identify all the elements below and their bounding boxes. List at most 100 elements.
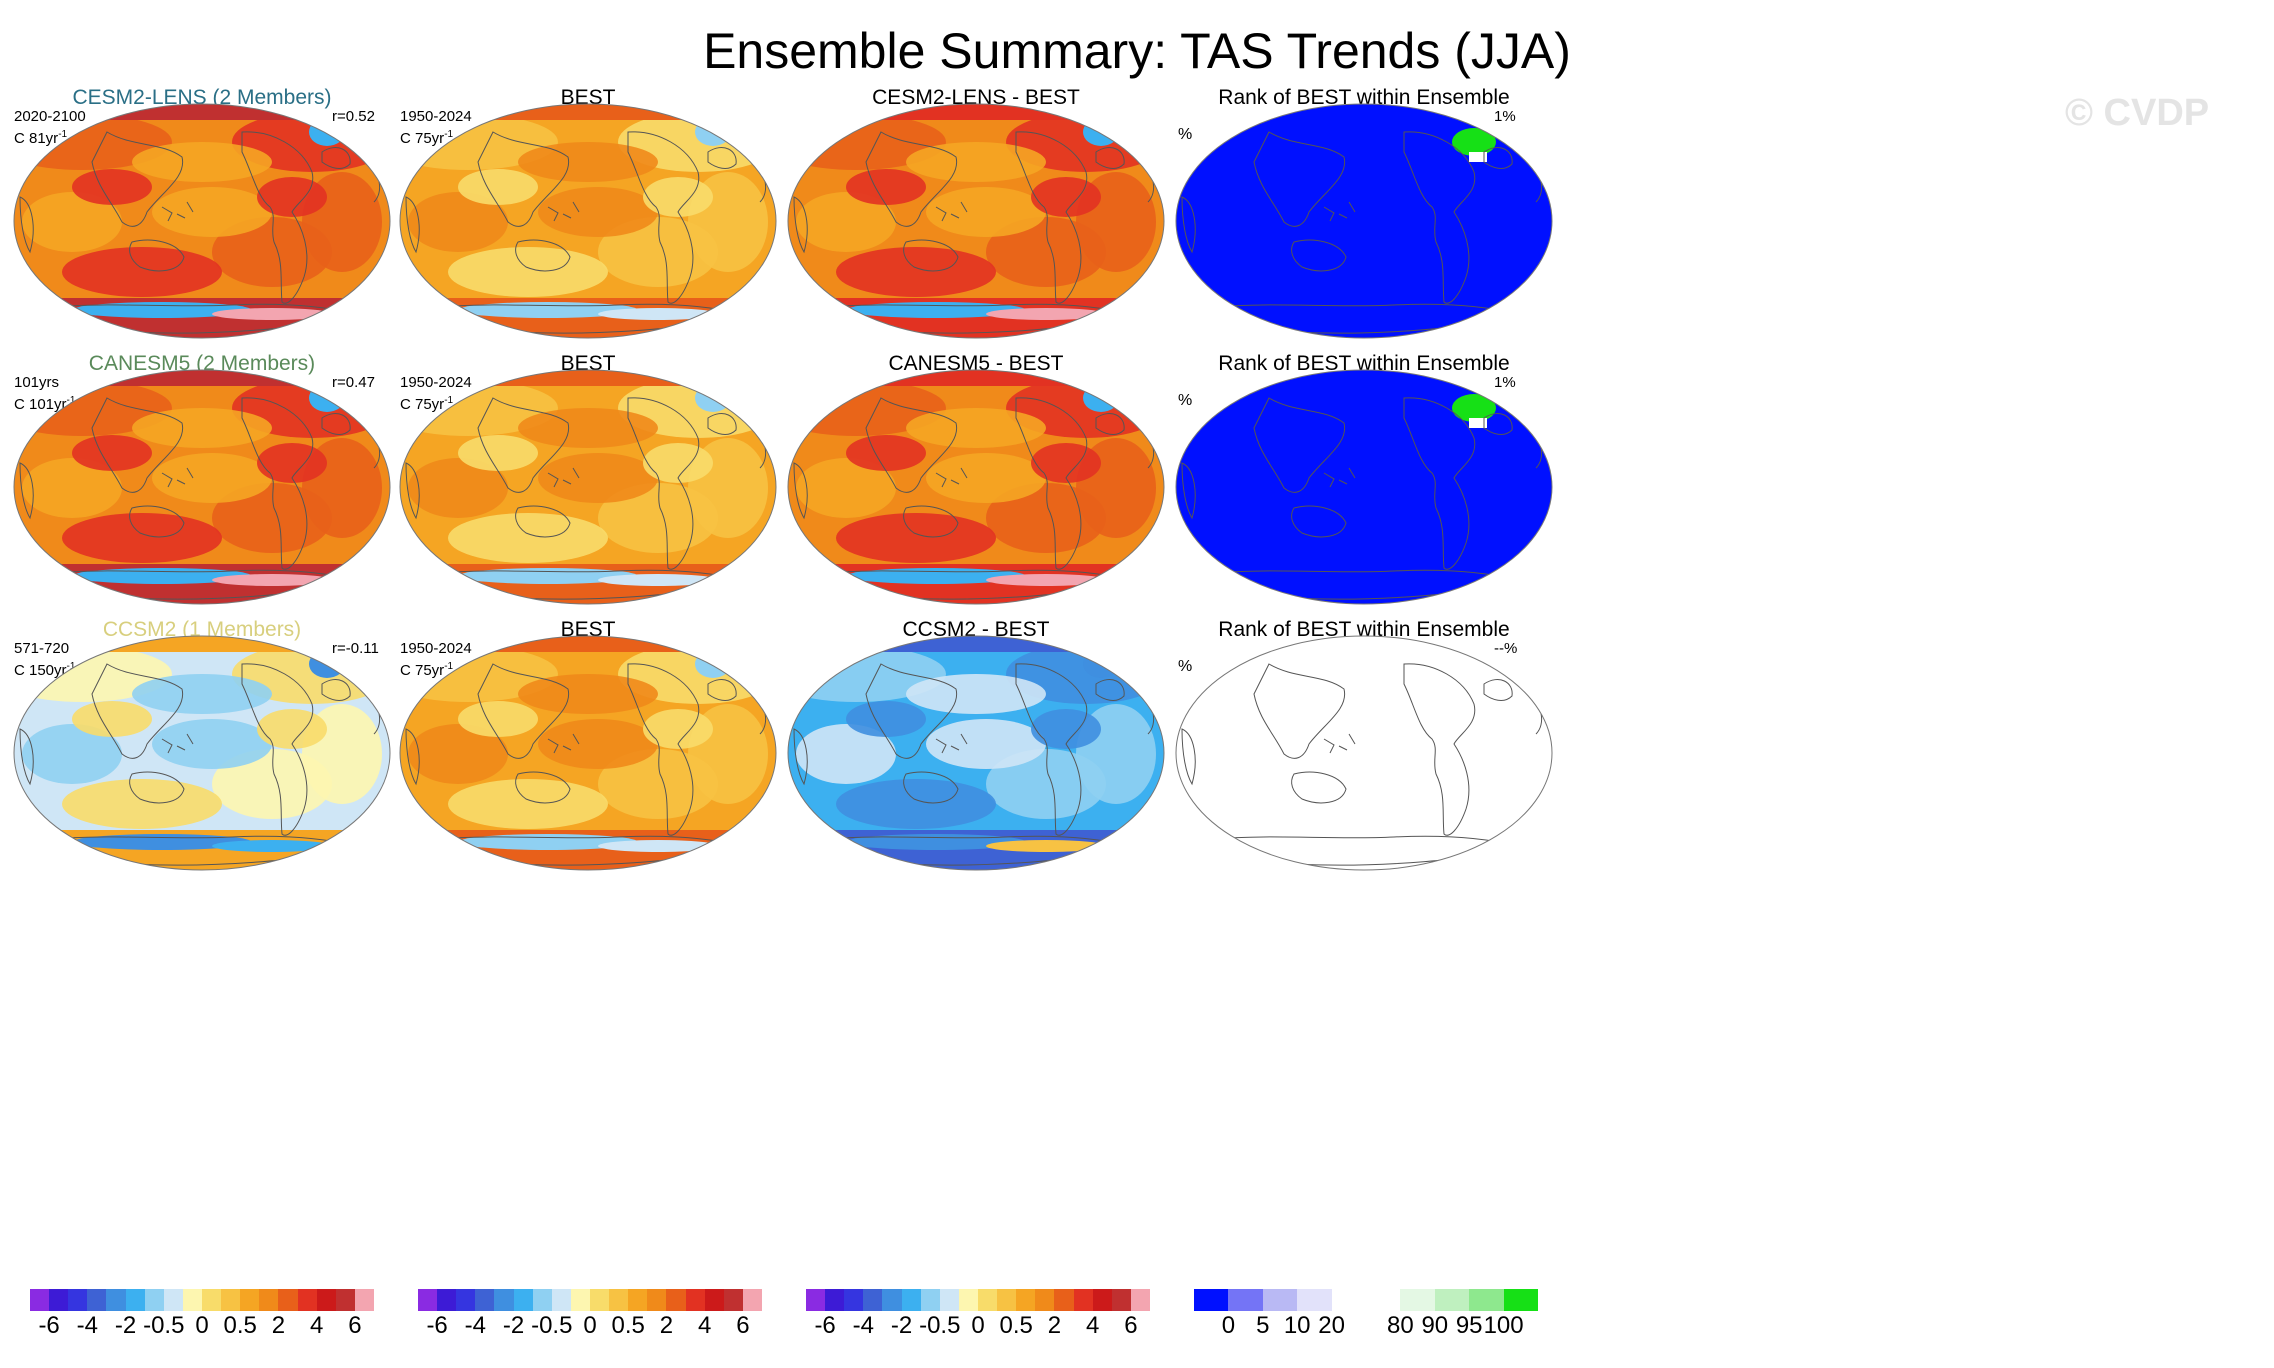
colorbar-tick-label: 2 <box>1047 1312 1062 1339</box>
colorbar-tick-label: 80 <box>1387 1312 1414 1339</box>
colorbar-swatch <box>163 1289 183 1311</box>
colorbar-swatch <box>685 1289 705 1311</box>
panel-r2-model: CANESM5 (2 Members) 101yrs C 101yr-1 r=0.4… <box>12 352 572 722</box>
colorbar-tick-label: 0 <box>971 1312 985 1339</box>
colorbar-swatch <box>1111 1289 1131 1311</box>
units-label: % <box>1178 658 1193 675</box>
colorbar-tick-label: 6 <box>736 1312 750 1339</box>
colorbar-swatch <box>106 1289 126 1311</box>
panel-r1-diff: CESM2-LENS - BEST <box>786 86 1346 456</box>
colorbar-tick-label: 90 <box>1421 1312 1449 1339</box>
colorbar-tick-label: 0.5 <box>223 1312 257 1339</box>
colorbar-swatch <box>259 1289 279 1311</box>
colorbar-tick-label: 4 <box>1085 1312 1100 1339</box>
stat-label: r=0.47 <box>332 374 375 391</box>
colorbar-swatch <box>863 1289 883 1311</box>
panel-r2-rank: Rank of BEST within Ensemble% 1% <box>1174 352 1734 722</box>
colorbar-swatch <box>1262 1289 1298 1311</box>
colorbar-swatch <box>221 1289 241 1311</box>
colorbar-swatch <box>977 1289 998 1311</box>
panel-r1-obs: BEST 1950-2024 C 75yr-1 <box>398 86 958 456</box>
colorbar-swatch <box>1092 1289 1112 1311</box>
colorbar-tick-label: -6 <box>814 1312 836 1339</box>
map-hot <box>13 103 391 339</box>
colorbar-swatch <box>551 1289 571 1311</box>
colorbar-trend-3 <box>806 1289 1150 1311</box>
colorbar-tick-label: 0 <box>583 1312 597 1339</box>
map-obs <box>399 369 777 605</box>
colorbar-swatch <box>609 1289 629 1311</box>
colorbar-tick-label: 10 <box>1283 1312 1311 1339</box>
colorbar-swatch <box>723 1289 743 1311</box>
colorbar-tick-label: 5 <box>1256 1312 1270 1339</box>
colorbar-tick-label: 6 <box>1124 1312 1138 1339</box>
colorbar-swatch <box>87 1289 107 1311</box>
colorbar-swatch <box>532 1289 552 1311</box>
colorbar-trend-1 <box>30 1289 374 1311</box>
panel-r1-rank: Rank of BEST within Ensemble% 1% <box>1174 86 1734 456</box>
panel-title: CCSM2 - BEST <box>902 618 1050 641</box>
colorbar-tick-label: 0 <box>195 1312 209 1339</box>
colorbar-swatch <box>240 1289 260 1311</box>
panel-title: CESM2-LENS - BEST <box>872 86 1080 109</box>
colorbar-swatch <box>1331 1289 1367 1311</box>
units-label: % <box>1178 392 1193 409</box>
panel-title: BEST <box>560 86 616 109</box>
colorbar-swatch <box>920 1289 940 1311</box>
colorbar-swatch <box>901 1289 921 1311</box>
colorbar-swatch <box>1297 1289 1332 1311</box>
colorbar-swatch <box>1130 1289 1150 1311</box>
colorbar-tick-label: -0.5 <box>919 1312 961 1339</box>
colorbar-swatch <box>30 1289 50 1311</box>
watermark: © CVDP <box>2065 92 2210 134</box>
colorbar-swatch <box>475 1289 495 1311</box>
panel-title: CANESM5 - BEST <box>888 352 1064 375</box>
period-label: 1950-2024 C 75yr-1 <box>400 374 472 413</box>
colorbar-swatch <box>316 1289 336 1311</box>
colorbar-tick-label: -6 <box>38 1312 60 1339</box>
map-obs <box>399 635 777 871</box>
panel-r2-obs: BEST 1950-2024 C 75yr-1 <box>398 352 958 722</box>
colorbar-tick-label: -4 <box>852 1312 874 1339</box>
map-diffhot <box>787 369 1165 605</box>
colorbar-tick-label: -4 <box>76 1312 98 1339</box>
colorbar-swatch <box>1400 1289 1435 1311</box>
map-obs <box>399 103 777 339</box>
colorbar-tick-label: 4 <box>697 1312 712 1339</box>
colorbar-tick-label: 100 <box>1483 1312 1524 1339</box>
period-label: 101yrs C 101yr-1 <box>14 374 76 413</box>
colorbar-tick-label: -6 <box>426 1312 448 1339</box>
panel-title: BEST <box>560 352 616 375</box>
colorbar-tick-label: 0.5 <box>611 1312 645 1339</box>
colorbar-swatch <box>825 1289 845 1311</box>
colorbar-tick-label: 0 <box>1221 1312 1236 1339</box>
colorbar-swatch <box>1366 1289 1401 1311</box>
panel-title: CCSM2 (1 Members) <box>102 618 302 641</box>
colorbar-swatch <box>958 1289 978 1311</box>
colorbar-swatch <box>456 1289 476 1311</box>
colorbar-tick-label: -2 <box>890 1312 913 1339</box>
colorbar-swatch <box>1035 1289 1055 1311</box>
colorbar-swatch <box>297 1289 317 1311</box>
colorbar-swatch <box>144 1289 164 1311</box>
colorbar-tick-label: -2 <box>502 1312 525 1339</box>
colorbar-tick-label: 2 <box>271 1312 286 1339</box>
colorbar-swatch <box>182 1289 202 1311</box>
colorbar-swatch <box>742 1289 762 1311</box>
panel-r3-diff: CCSM2 - BEST <box>786 618 1346 988</box>
panel-r3-model: CCSM2 (1 Members) 571-720 C 150yr-1 r=-0.1… <box>12 618 572 988</box>
stat-label: 1% <box>1494 108 1516 125</box>
panel-r3-rank: Rank of BEST within Ensemble% --% <box>1174 618 1734 988</box>
colorbar-swatch <box>1073 1289 1093 1311</box>
map-cool <box>13 635 391 871</box>
colorbar-swatch <box>1054 1289 1074 1311</box>
stat-label: r=-0.11 <box>332 640 379 657</box>
colorbar-swatch <box>666 1289 686 1311</box>
colorbar-swatch <box>201 1289 222 1311</box>
colorbar-swatch <box>589 1289 610 1311</box>
colorbar-tick-label: 0.5 <box>999 1312 1033 1339</box>
map-diffhot <box>787 103 1165 339</box>
colorbar-tick-label: 2 <box>659 1312 674 1339</box>
colorbar-swatch <box>806 1289 826 1311</box>
colorbar-tick-label: 4 <box>309 1312 324 1339</box>
